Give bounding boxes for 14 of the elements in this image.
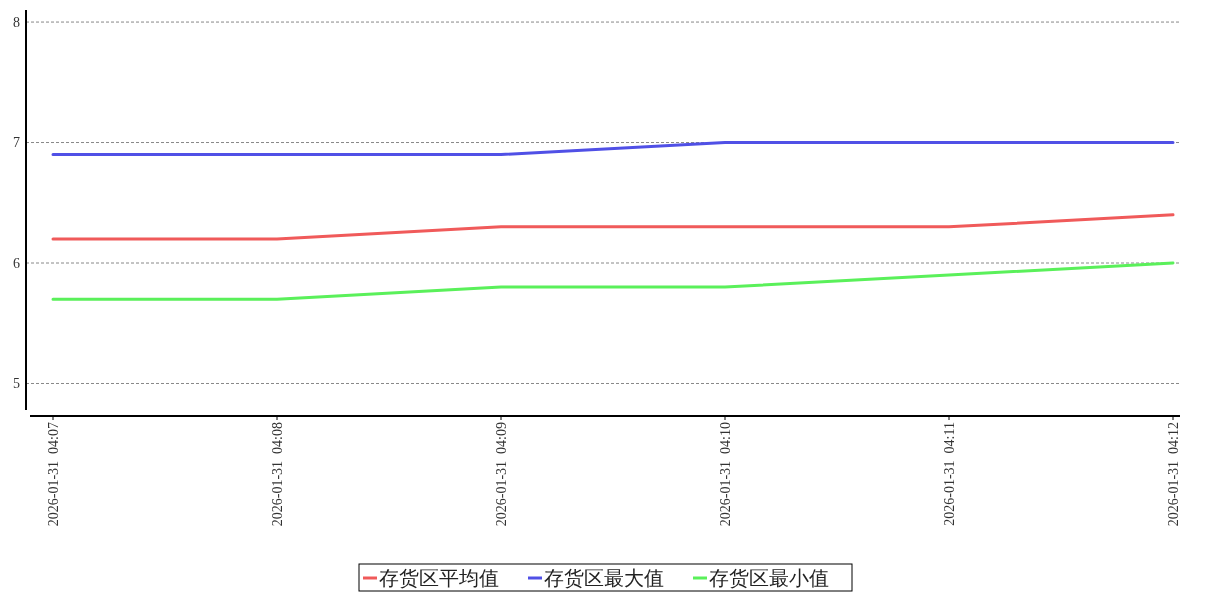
y-tick-label: 6 bbox=[13, 255, 20, 271]
x-tick-label: 2026-01-31 04:07 bbox=[46, 422, 61, 527]
legend-label: 存货区平均值 bbox=[379, 567, 499, 589]
x-tick-label: 2026-01-31 04:09 bbox=[494, 422, 509, 527]
x-tick-label: 2026-01-31 04:10 bbox=[718, 422, 733, 527]
x-tick-label: 2026-01-31 04:12 bbox=[1166, 422, 1181, 527]
legend-label: 存货区最小值 bbox=[709, 567, 829, 589]
y-tick-label: 7 bbox=[13, 135, 20, 151]
y-tick-label: 5 bbox=[13, 376, 20, 392]
x-tick-label: 2026-01-31 04:11 bbox=[942, 422, 957, 526]
line-series bbox=[51, 261, 1175, 301]
y-tick-label: 8 bbox=[13, 14, 20, 30]
x-tick-label: 2026-01-31 04:08 bbox=[270, 422, 285, 527]
legend-label: 存货区最大值 bbox=[544, 567, 664, 589]
